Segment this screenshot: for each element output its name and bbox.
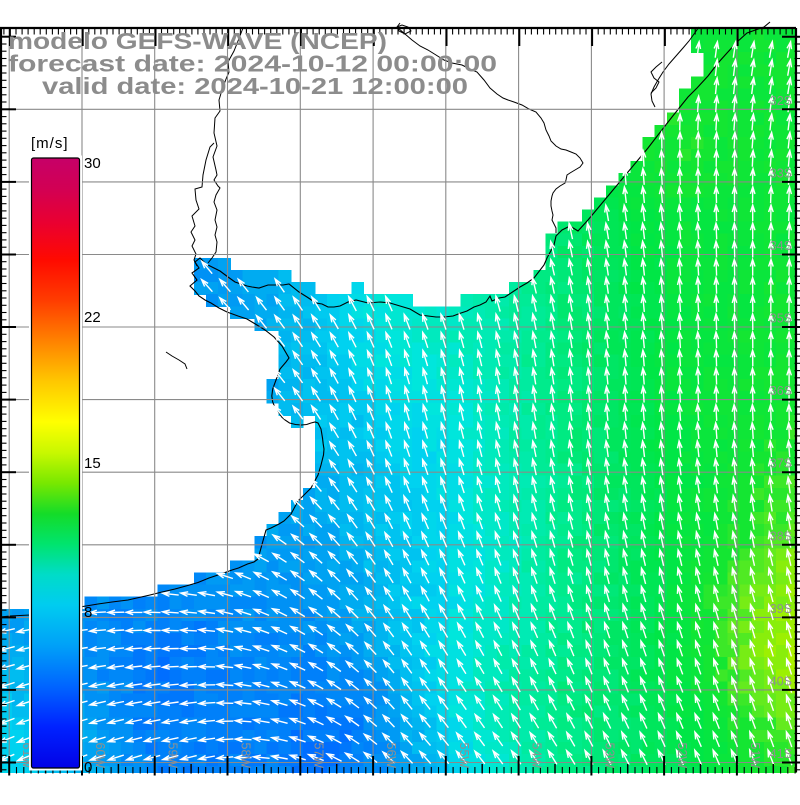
svg-text:33S: 33S <box>770 166 792 180</box>
svg-text:52W: 52W <box>675 743 689 769</box>
svg-text:[m/s]: [m/s] <box>31 135 69 152</box>
svg-text:22: 22 <box>84 309 101 326</box>
svg-text:39S: 39S <box>770 602 792 616</box>
svg-text:53W: 53W <box>602 743 616 769</box>
svg-text:54W: 54W <box>530 743 544 769</box>
svg-text:forecast date: 2024-10-12 00:0: forecast date: 2024-10-12 00:00:00 <box>8 51 497 77</box>
svg-text:51W: 51W <box>748 743 762 769</box>
svg-text:34S: 34S <box>770 239 792 253</box>
svg-text:58W: 58W <box>239 743 253 769</box>
svg-text:15: 15 <box>84 455 101 472</box>
svg-text:59W: 59W <box>166 743 180 769</box>
svg-text:56W: 56W <box>384 743 398 769</box>
svg-text:40S: 40S <box>770 674 792 688</box>
svg-text:41S: 41S <box>770 747 792 761</box>
svg-text:35S: 35S <box>770 312 792 326</box>
svg-text:valid date: 2024-10-21 12:00:0: valid date: 2024-10-21 12:00:00 <box>42 73 468 99</box>
svg-text:0: 0 <box>84 759 92 776</box>
svg-text:32S: 32S <box>770 94 792 108</box>
svg-text:57W: 57W <box>311 743 325 769</box>
svg-text:38S: 38S <box>770 529 792 543</box>
svg-text:modelo GEFS-WAVE (NCEP): modelo GEFS-WAVE (NCEP) <box>8 28 387 54</box>
svg-text:30: 30 <box>84 155 101 172</box>
svg-text:36S: 36S <box>770 384 792 398</box>
svg-text:60W: 60W <box>93 743 107 769</box>
svg-text:37S: 37S <box>770 457 792 471</box>
svg-text:55W: 55W <box>457 743 471 769</box>
svg-text:8: 8 <box>84 604 92 621</box>
